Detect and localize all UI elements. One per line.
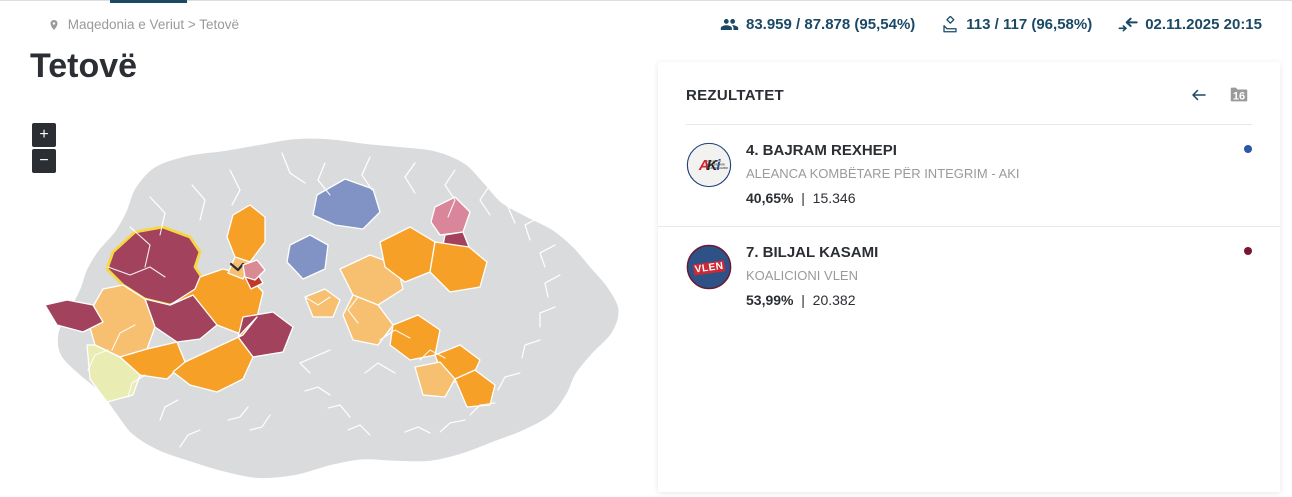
svg-text:PËR INTEGRIM: PËR INTEGRIM	[707, 166, 728, 170]
